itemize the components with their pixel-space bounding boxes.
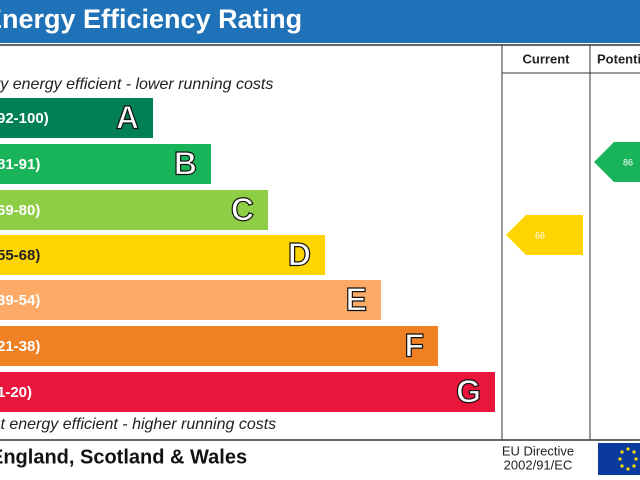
band-bar [0,326,438,366]
column-header: Current [523,51,571,66]
band-letter: A [116,99,139,135]
band-bar [0,280,381,320]
column-header: Potential [597,51,640,66]
rating-value: 86 [623,157,633,167]
band-bar [0,98,153,138]
directive: 2002/91/EC [504,457,573,472]
band-letter: F [404,327,424,363]
band-letter: C [231,191,254,227]
band-range: (92-100) [0,110,49,127]
band-bar [0,235,325,275]
band-letter: B [174,145,197,181]
band-range: (1-20) [0,384,32,401]
band-bar [0,144,211,184]
band-range: (69-80) [0,202,40,219]
rating-arrow [506,215,583,255]
rating-arrow [594,142,640,182]
band-range: (21-38) [0,338,40,355]
title-bar [0,0,640,43]
rating-value: 66 [535,230,545,240]
bottom-note: Not energy efficient - higher running co… [0,416,276,433]
directive: EU Directive [502,443,574,458]
eu-flag [598,443,640,475]
band-bar [0,190,268,230]
band-bar [0,372,495,412]
band-range: (39-54) [0,292,40,309]
band-letter: G [456,373,481,409]
title: Energy Efficiency Rating [0,4,302,34]
band-letter: E [346,281,367,317]
footer-region: England, Scotland & Wales [0,446,247,468]
band-range: (55-68) [0,247,40,264]
band-letter: D [288,236,311,272]
top-note: Very energy efficient - lower running co… [0,76,273,93]
band-range: (81-91) [0,156,40,173]
